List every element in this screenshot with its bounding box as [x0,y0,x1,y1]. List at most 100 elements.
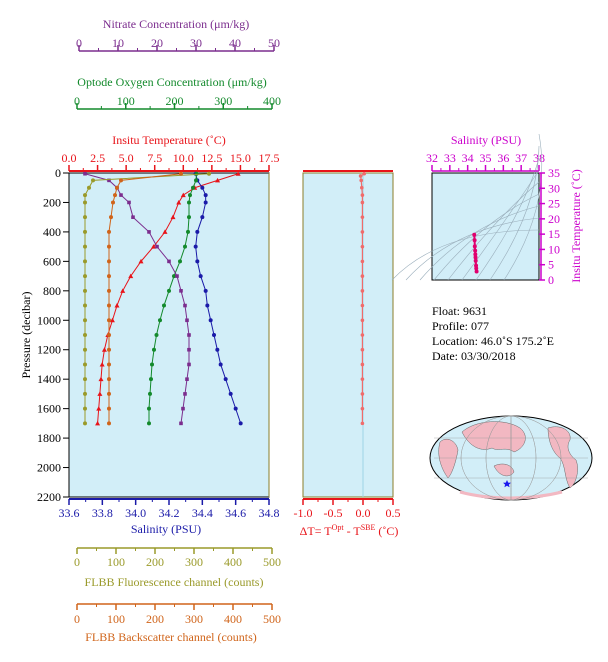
deltaT-data-point [360,421,365,426]
pressure-tick-label: 1800 [37,431,61,445]
ts-data-point [474,269,479,274]
deltaT-data-point [360,333,365,337]
oxygen-data-point [194,178,198,183]
salinity-tick-label: 34.6 [225,506,246,520]
ts-density-contour [475,157,540,281]
pressure-tick-label: 1000 [37,313,61,327]
nitrate-data-point [119,193,123,197]
oxygen-data-point [187,200,191,205]
fluorescence-data-point [83,303,87,308]
nitrate-data-point [185,377,189,381]
ts-data-point [472,232,477,237]
oxygen-axis-label: Optode Oxygen Concentration (μm/kg) [77,75,266,89]
deltaT-data-point [362,171,367,176]
backscatter-axis-label: FLBB Backscatter channel (counts) [85,630,257,644]
deltaT-data-point [360,215,365,219]
fluorescence-tick-label: 0 [74,555,80,569]
nitrate-tick-label: 40 [229,36,241,50]
backscatter-data-point [107,362,111,367]
pressure-tick-label: 1600 [37,402,61,416]
fluorescence-axis-label: FLBB Fluorescence channel (counts) [85,575,264,589]
salinity-data-point [203,193,208,198]
fluorescence-data-point [83,421,87,426]
temperature-data-point [176,199,182,205]
salinity-axis-label: Salinity (PSU) [131,522,201,536]
temperature-data-point [98,376,104,382]
nitrate-axis: Nitrate Concentration (μm/kg) 0 10 20 30 40 5… [76,17,280,52]
fluorescence-data-point [83,274,87,279]
deltaT-tick-label: -1.0 [294,506,313,520]
salinity-tick-label: 33.8 [92,506,113,520]
float-info: Float: 9631 Profile: 077 Location: 46.0˚… [432,304,554,364]
ts-temperature-tick-label: 15 [548,227,560,241]
salinity-tick-label: 34.4 [192,506,213,520]
pressure-tick-label: 800 [43,284,61,298]
map-land-americas [547,426,578,489]
nitrate-data-point [83,171,87,176]
profile-date: Date: 03/30/2018 [432,349,516,363]
fluorescence-data-point [83,362,87,367]
oxygen-data-point [167,288,171,293]
ts-data-point [473,258,478,263]
deltaT-data-point [360,318,365,323]
backscatter-data-point [119,178,123,183]
deltaT-data-point [360,289,365,293]
oxygen-axis: Optode Oxygen Concentration (μm/kg) 0 100… [74,75,281,110]
ts-temperature-tick-label: 10 [548,242,560,256]
deltaT-plot-area [302,172,394,498]
temperature-tick-label: 0.0 [62,151,77,165]
fluorescence-data-point [83,215,87,220]
ts-density-contour [405,217,540,281]
pressure-tick-label: 1200 [37,343,61,357]
backscatter-tick-label: 500 [263,612,281,626]
deltaT-data-point [360,347,365,352]
nitrate-tick-label: 50 [268,36,280,50]
world-map [429,415,593,501]
ts-temperature-tick-label: 30 [548,181,560,195]
deltaT-tick-label: -0.5 [324,506,343,520]
deltaT-data-point [360,392,365,396]
oxygen-data-point [186,229,190,234]
temperature-data-point [97,391,103,396]
nitrate-data-point [179,289,183,293]
temperature-data-point [180,192,186,198]
ts-salinity-tick-label: 35 [480,151,492,165]
nitrate-data-point [167,259,171,264]
salinity-data-point [193,244,198,249]
deltaT-tick-label: 0.0 [356,506,371,520]
salinity-data-point [198,274,203,279]
fluorescence-data-point [83,288,87,293]
oxygen-data-point [187,215,191,220]
backscatter-data-point [113,193,117,198]
backscatter-data-point [109,215,113,220]
temperature-data-point [138,258,144,264]
oxygen-data-point [150,362,154,367]
backscatter-data-point [179,171,183,176]
deltaT-data-point [360,185,364,190]
deltaT-data-point [360,377,365,381]
fluorescence-data-point [83,377,87,382]
pressure-tick-label: 600 [43,254,61,268]
temperature-data-point [215,177,221,183]
nitrate-data-point [185,318,189,323]
temperature-tick-label: 2.5 [90,151,105,165]
nitrate-data-point [127,200,131,205]
fluorescence-data-point [91,178,95,183]
map-land-australia [493,463,515,477]
oxygen-data-point [158,318,162,323]
ts-temperature-tick-label: 35 [548,166,560,180]
temperature-tick-label: 17.5 [259,151,280,165]
oxygen-data-point [178,259,182,264]
map-land-antarctica [459,490,563,500]
oxygen-data-point [162,303,166,308]
fluorescence-tick-label: 100 [107,555,125,569]
temperature-data-point [99,361,105,367]
temperature-data-point [128,273,134,279]
fluorescence-data-point [87,185,91,190]
temperature-data-point [170,214,176,220]
ts-salinity-tick-label: 33 [444,151,456,165]
oxygen-data-point [152,347,156,352]
fluorescence-data-point [83,244,87,249]
ts-data-point [473,255,478,260]
